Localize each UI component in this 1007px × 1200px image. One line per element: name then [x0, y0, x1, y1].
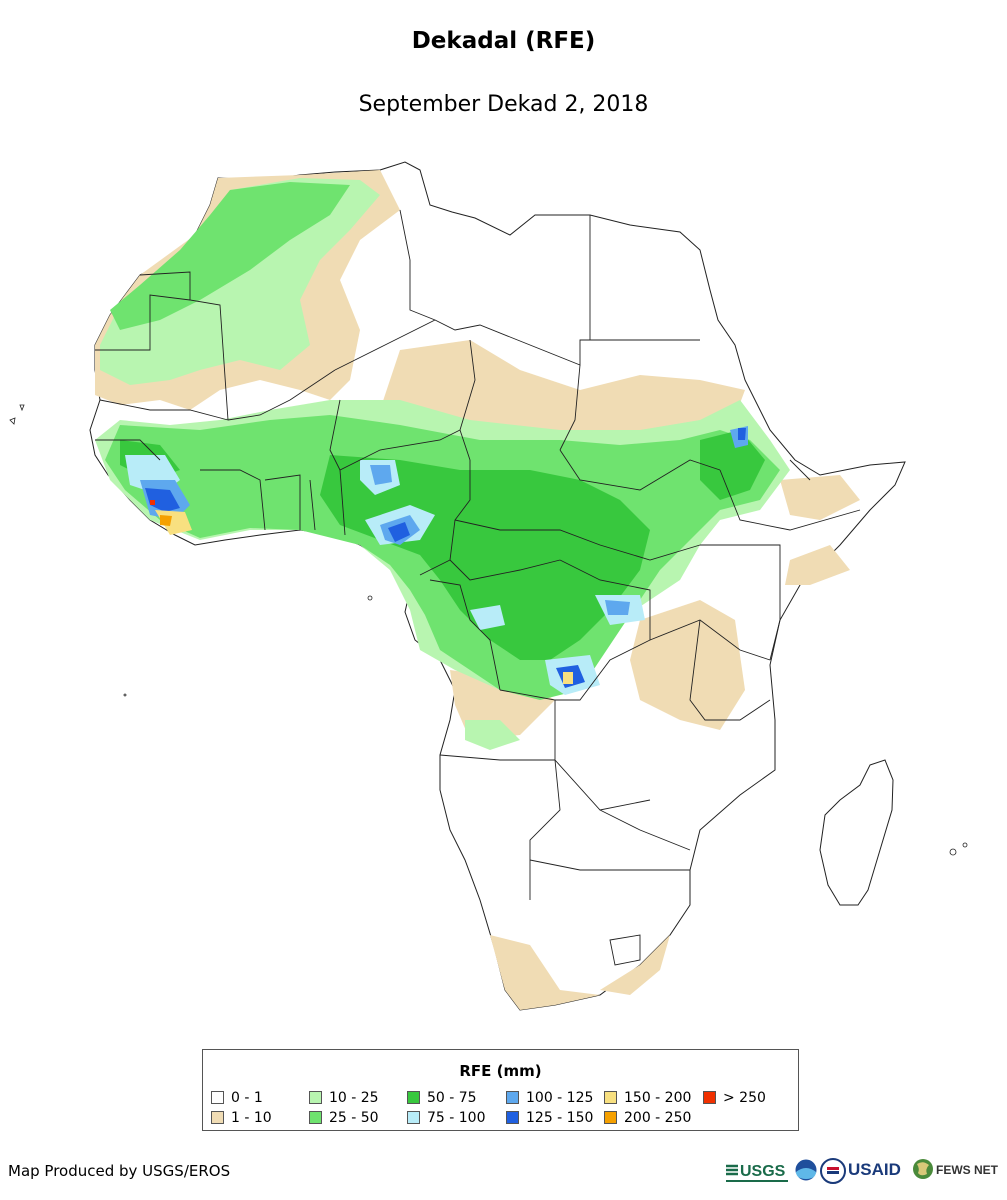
legend-item: 10 - 25 — [309, 1090, 379, 1106]
noaa-logo-icon — [794, 1158, 818, 1186]
legend-swatch — [604, 1111, 617, 1124]
legend-item: 0 - 1 — [211, 1090, 263, 1106]
legend-swatch — [604, 1091, 617, 1104]
legend-swatch — [506, 1091, 519, 1104]
legend-label: 200 - 250 — [624, 1110, 692, 1126]
legend-title: RFE (mm) — [459, 1062, 542, 1080]
legend-label: 150 - 200 — [624, 1090, 692, 1106]
rfe-zone-over-250 — [150, 500, 155, 505]
legend-label: > 250 — [723, 1090, 766, 1106]
fewsnet-text: FEWS NET — [936, 1163, 998, 1177]
legend-swatch — [407, 1111, 420, 1124]
country-borders — [95, 209, 861, 966]
legend-swatch — [703, 1091, 716, 1104]
credit-text: Map Produced by USGS/EROS — [8, 1162, 231, 1180]
madagascar — [819, 759, 894, 906]
map-title: Dekadal (RFE) — [411, 28, 596, 54]
legend-item: 50 - 75 — [407, 1090, 477, 1106]
legend-item: 1 - 10 — [211, 1110, 272, 1126]
legend: RFE (mm) 0 - 1 1 - 10 10 - 25 25 - 50 50… — [202, 1049, 799, 1131]
usaid-seal-icon — [820, 1158, 846, 1186]
legend-swatch — [309, 1091, 322, 1104]
legend-label: 100 - 125 — [526, 1090, 594, 1106]
fewsnet-globe-icon — [912, 1158, 934, 1186]
legend-item: 100 - 125 — [506, 1090, 593, 1106]
rainfall-map — [9, 161, 968, 1011]
legend-item: 25 - 50 — [309, 1110, 379, 1126]
legend-label: 0 - 1 — [231, 1090, 263, 1106]
usgs-logo-icon: USGS — [724, 1158, 794, 1186]
legend-label: 125 - 150 — [526, 1110, 594, 1126]
usgs-text: USGS — [740, 1163, 786, 1180]
islands — [9, 404, 968, 856]
legend-swatch — [506, 1111, 519, 1124]
rfe-zone-200-250 — [160, 515, 172, 526]
legend-swatch — [211, 1091, 224, 1104]
legend-item: 75 - 100 — [407, 1110, 486, 1126]
map-subtitle: September Dekad 2, 2018 — [358, 92, 649, 117]
legend-item: > 250 — [703, 1090, 766, 1106]
usaid-text: USAID — [848, 1160, 901, 1179]
legend-swatch — [309, 1111, 322, 1124]
legend-label: 25 - 50 — [329, 1110, 379, 1126]
legend-item: 150 - 200 — [604, 1090, 691, 1106]
legend-swatch — [211, 1111, 224, 1124]
legend-item: 125 - 150 — [506, 1110, 593, 1126]
legend-swatch — [407, 1091, 420, 1104]
legend-label: 10 - 25 — [329, 1090, 379, 1106]
legend-label: 1 - 10 — [231, 1110, 272, 1126]
partner-logos: USGS USAID FEWS NET — [724, 1158, 999, 1188]
legend-item: 200 - 250 — [604, 1110, 691, 1126]
legend-label: 75 - 100 — [427, 1110, 486, 1126]
legend-label: 50 - 75 — [427, 1090, 477, 1106]
